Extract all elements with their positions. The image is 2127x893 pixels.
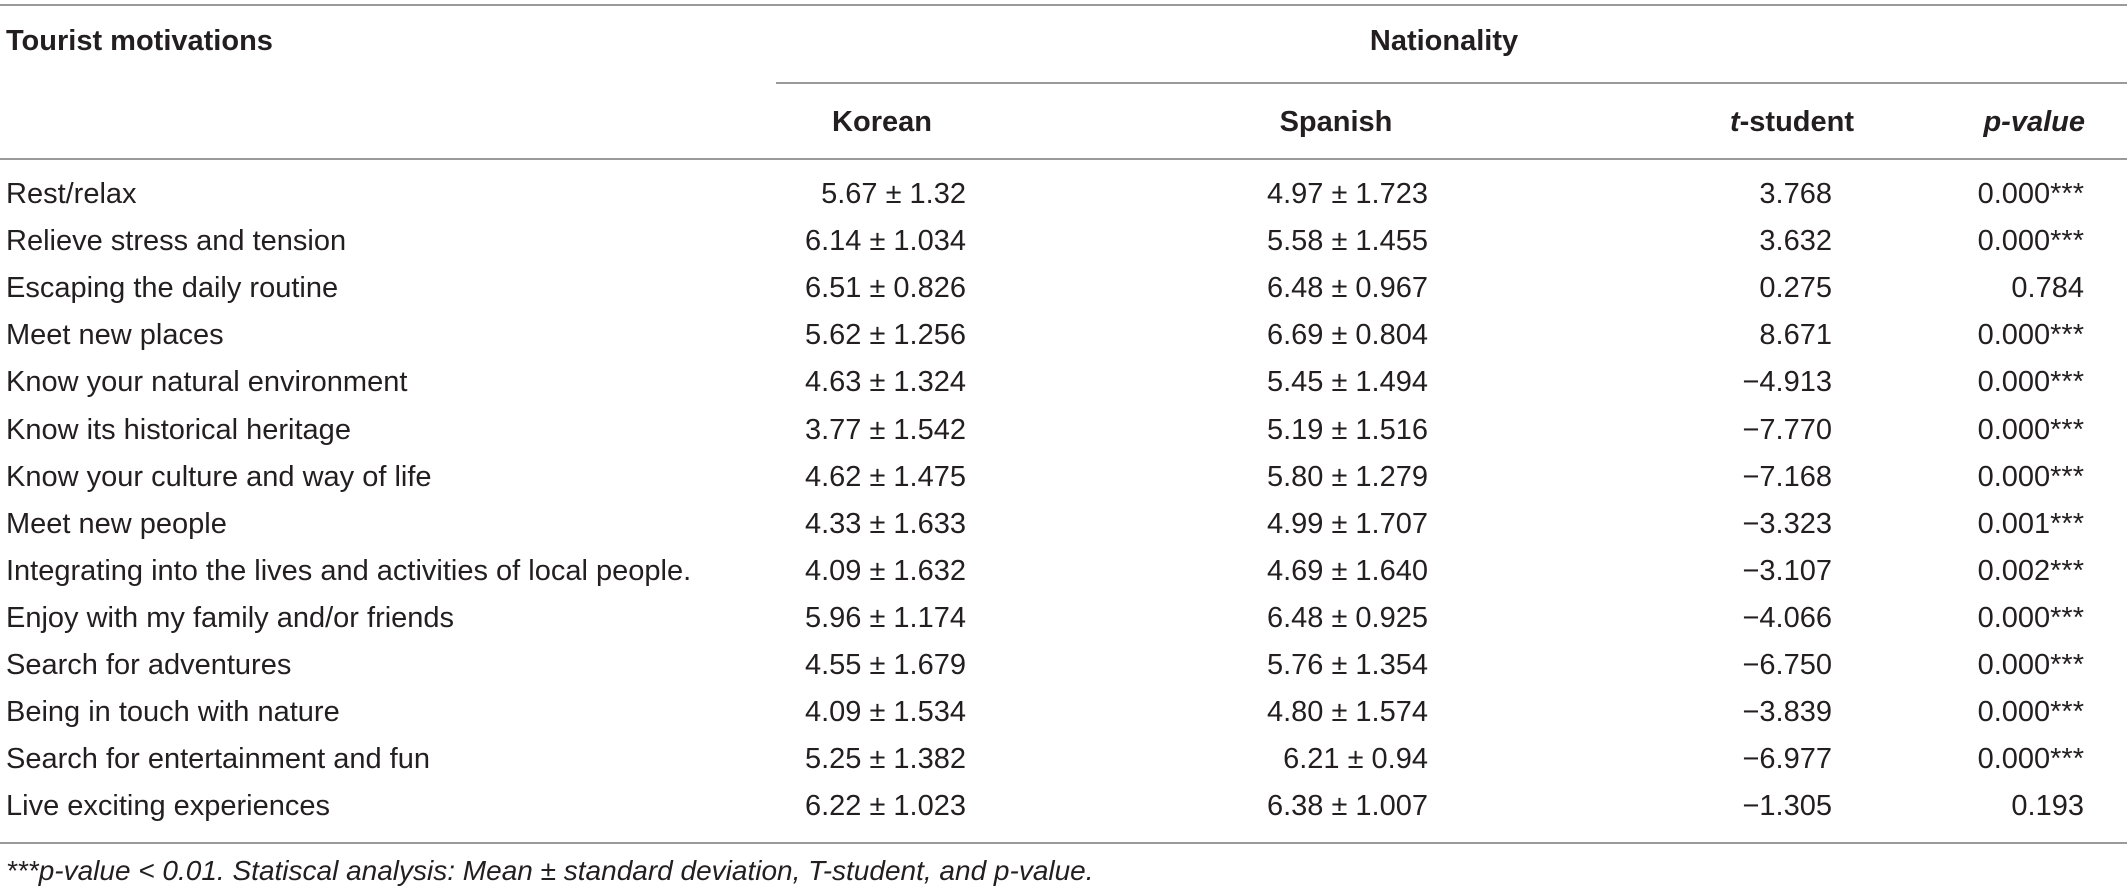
p-value-value: 0.001*** — [1977, 508, 2084, 540]
row-label: Enjoy with my family and/or friends — [6, 602, 455, 634]
table-bottom-rule — [0, 842, 2127, 844]
p-value-value: 0.000*** — [1977, 319, 2084, 351]
p-value-value: 0.002*** — [1977, 555, 2084, 587]
spanish-value: 6.38 ± 1.007 — [1266, 790, 1428, 822]
spanish-value: 5.45 ± 1.494 — [1266, 366, 1428, 398]
t-student-value: −4.066 — [1742, 602, 1832, 634]
spanish-value: 6.48 ± 0.925 — [1266, 602, 1428, 634]
spanish-value: 4.99 ± 1.707 — [1266, 508, 1428, 540]
spanish-value: 5.80 ± 1.279 — [1266, 461, 1428, 493]
p-value-value: 0.000*** — [1977, 649, 2084, 681]
spanish-value: 5.19 ± 1.516 — [1266, 414, 1428, 446]
p-value-value: 0.000*** — [1977, 225, 2084, 257]
spanish-value: 5.76 ± 1.354 — [1266, 649, 1428, 681]
p-value-value: 0.000*** — [1977, 414, 2084, 446]
t-student-value: −6.750 — [1742, 649, 1832, 681]
column-header-spanish: Spanish — [1279, 106, 1393, 138]
spanish-value: 4.80 ± 1.574 — [1266, 696, 1428, 728]
row-label: Meet new places — [6, 319, 224, 351]
korean-value: 5.25 ± 1.382 — [804, 743, 966, 775]
row-label: Know your culture and way of life — [6, 461, 432, 493]
row-label: Relieve stress and tension — [6, 225, 347, 257]
row-label: Rest/relax — [6, 178, 137, 210]
p-value-value: 0.000*** — [1977, 696, 2084, 728]
spanish-value: 6.48 ± 0.967 — [1266, 272, 1428, 304]
korean-value: 4.09 ± 1.534 — [804, 696, 966, 728]
korean-value: 6.51 ± 0.826 — [804, 272, 966, 304]
header-bottom-rule — [0, 158, 2127, 160]
p-value-value: 0.000*** — [1977, 743, 2084, 775]
t-student-value: −6.977 — [1742, 743, 1832, 775]
p-value-value: 0.193 — [2011, 790, 2084, 822]
spanish-value: 5.58 ± 1.455 — [1266, 225, 1428, 257]
column-header-t-student: t-student — [1729, 106, 1854, 138]
korean-value: 5.67 ± 1.32 — [821, 178, 966, 210]
t-letter: t — [1729, 106, 1740, 138]
row-label: Live exciting experiences — [6, 790, 331, 822]
t-student-value: −3.107 — [1742, 555, 1832, 587]
korean-value: 4.33 ± 1.633 — [804, 508, 966, 540]
t-student-value: −1.305 — [1742, 790, 1832, 822]
t-student-value: 0.275 — [1759, 272, 1832, 304]
row-label: Know your natural environment — [6, 366, 408, 398]
korean-value: 4.62 ± 1.475 — [804, 461, 966, 493]
korean-value: 6.14 ± 1.034 — [804, 225, 966, 257]
p-value-value: 0.000*** — [1977, 366, 2084, 398]
row-label: Being in touch with nature — [6, 696, 340, 728]
spanish-value: 6.69 ± 0.804 — [1266, 319, 1428, 351]
korean-value: 4.55 ± 1.679 — [804, 649, 966, 681]
korean-value: 6.22 ± 1.023 — [804, 790, 966, 822]
row-label: Know its historical heritage — [6, 414, 351, 446]
t-student-value: −3.323 — [1742, 508, 1832, 540]
table-top-rule — [0, 4, 2127, 6]
korean-value: 4.09 ± 1.632 — [804, 555, 966, 587]
p-value-value: 0.784 — [2011, 272, 2084, 304]
t-student-value: 3.768 — [1759, 178, 1832, 210]
table-footnote: ***p-value < 0.01. Statiscal analysis: M… — [6, 855, 1094, 886]
korean-value: 5.62 ± 1.256 — [804, 319, 966, 351]
spanish-value: 4.69 ± 1.640 — [1266, 555, 1428, 587]
nationality-group-rule — [776, 82, 2127, 84]
row-label: Search for entertainment and fun — [6, 743, 430, 775]
t-student-value: −7.770 — [1742, 414, 1832, 446]
t-student-value: −7.168 — [1742, 461, 1832, 493]
t-student-value: −3.839 — [1742, 696, 1832, 728]
korean-value: 5.96 ± 1.174 — [804, 602, 966, 634]
p-value-value: 0.000*** — [1977, 178, 2084, 210]
row-label: Escaping the daily routine — [6, 272, 339, 304]
spanish-value: 6.21 ± 0.94 — [1283, 743, 1428, 775]
t-student-value: 8.671 — [1759, 319, 1832, 351]
p-value-value: 0.000*** — [1977, 461, 2084, 493]
korean-value: 3.77 ± 1.542 — [804, 414, 966, 446]
p-value-value: 0.000*** — [1977, 602, 2084, 634]
column-header-p-value: p-value — [1983, 106, 2085, 138]
t-student-value: −4.913 — [1742, 366, 1832, 398]
spanish-value: 4.97 ± 1.723 — [1266, 178, 1428, 210]
column-header-korean: Korean — [832, 106, 932, 138]
t-student-value: 3.632 — [1759, 225, 1832, 257]
nationality-group-label: Nationality — [1369, 25, 1519, 57]
row-label: Search for adventures — [6, 649, 292, 681]
row-label: Integrating into the lives and activitie… — [6, 555, 692, 587]
row-header-label: Tourist motivations — [6, 25, 273, 57]
korean-value: 4.63 ± 1.324 — [804, 366, 966, 398]
row-label: Meet new people — [6, 508, 227, 540]
